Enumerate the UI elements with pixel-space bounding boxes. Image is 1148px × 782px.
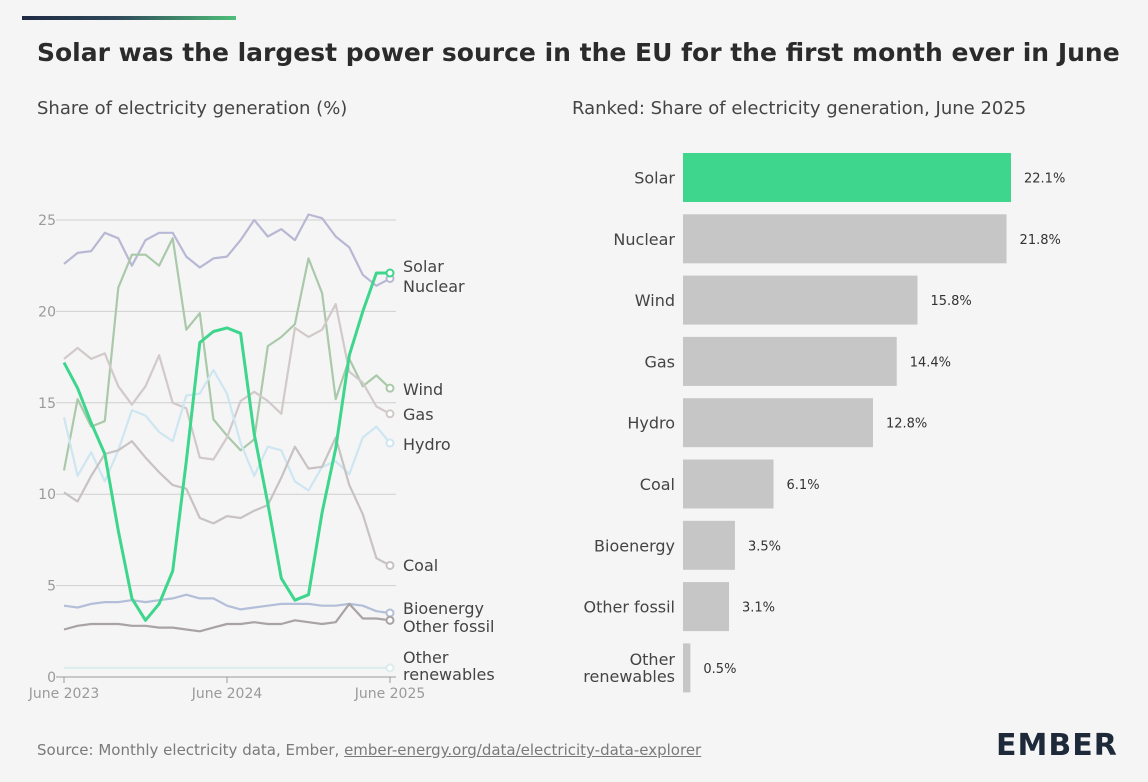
bar-value-7: 3.1% [742,601,775,616]
bar-5 [683,459,774,509]
bar-category-8-1: renewables [583,667,675,686]
bar-value-1: 21.8% [1020,233,1061,248]
ember-logo: EMBER [996,728,1118,763]
y-tick-25: 25 [38,213,56,229]
bar-value-5: 6.1% [787,478,820,493]
bar-value-3: 14.4% [910,355,951,370]
series-label-bioenergy: Bioenergy [403,599,484,618]
series-label-other_renewables: Other [403,648,449,667]
x-tick-1: June 2024 [191,686,263,702]
series-end-marker-coal [385,560,395,570]
bar-value-8: 0.5% [703,662,736,677]
series-end-marker-wind [385,383,395,393]
series-line-bioenergy [63,593,391,615]
source-link[interactable]: ember-energy.org/data/electricity-data-e… [344,741,702,759]
bar-category-7: Other fossil [584,598,676,617]
bar-1 [683,214,1007,264]
series-label-other_fossil: Other fossil [403,617,495,636]
series-end-marker-solar [385,268,395,278]
series-end-marker-hydro [385,438,395,448]
bar-category-6: Bioenergy [594,536,675,555]
page-title: Solar was the largest power source in th… [37,38,1120,67]
series-end-marker-bioenergy [385,608,395,618]
series-label-solar: Solar [403,257,444,276]
x-tick-0: June 2023 [28,686,100,702]
bar-category-1: Nuclear [613,230,675,249]
bar-2 [683,275,918,325]
line-chart: 0 5 10 15 20 25 June 2023 June 2024 June 2025 Nuc… [28,213,495,702]
bar-category-8-0: Other [630,650,676,669]
series-line-other_fossil [63,602,391,633]
source-note: Source: Monthly electricity data, Ember,… [37,741,701,759]
accent-bar [22,16,236,20]
bar-category-3: Gas [644,352,675,371]
y-tick-20: 20 [38,304,56,320]
y-tick-0: 0 [47,670,56,686]
series-line-hydro [62,368,391,492]
bar-4 [683,398,873,448]
series-end-marker-other_fossil [385,615,395,625]
y-tick-10: 10 [38,487,56,503]
series-label-coal: Coal [403,556,438,575]
bar-category-5: Coal [640,475,675,494]
bar-value-2: 15.8% [930,294,971,309]
bar-6 [683,520,735,570]
bar-chart: Solar 22.1% Nuclear 21.8% Wind 15.8% Gas 14.4% H… [583,153,1065,693]
bar-8 [683,643,691,693]
series-line-nuclear [63,213,391,287]
series-end-marker-gas [385,409,395,419]
bar-value-0: 22.1% [1024,172,1065,187]
series-label-wind: Wind [403,380,443,399]
series-label-gas: Gas [403,405,434,424]
y-tick-5: 5 [47,579,56,595]
bar-3 [683,336,897,386]
bar-7 [683,582,730,632]
bar-category-4: Hydro [627,414,675,433]
series-label-nuclear: Nuclear [403,277,465,296]
line-chart-subtitle: Share of electricity generation (%) [37,98,348,119]
bar-0 [683,153,1011,202]
series-label-hydro: Hydro [403,435,451,454]
source-prefix: Source: Monthly electricity data, Ember, [37,741,345,759]
series-line-solar [62,271,390,622]
series-line-gas [63,303,391,461]
x-tick-2: June 2025 [354,686,426,702]
bar-value-6: 3.5% [748,539,781,554]
series-label-other_renewables-1: renewables [403,665,495,684]
series-line-coal [63,436,391,567]
bar-chart-subtitle: Ranked: Share of electricity generation,… [572,98,1027,119]
y-tick-15: 15 [38,396,56,412]
bar-category-2: Wind [635,291,675,310]
bar-category-0: Solar [634,169,675,188]
bar-value-4: 12.8% [886,417,927,432]
series-end-marker-other_renewables [385,663,395,673]
